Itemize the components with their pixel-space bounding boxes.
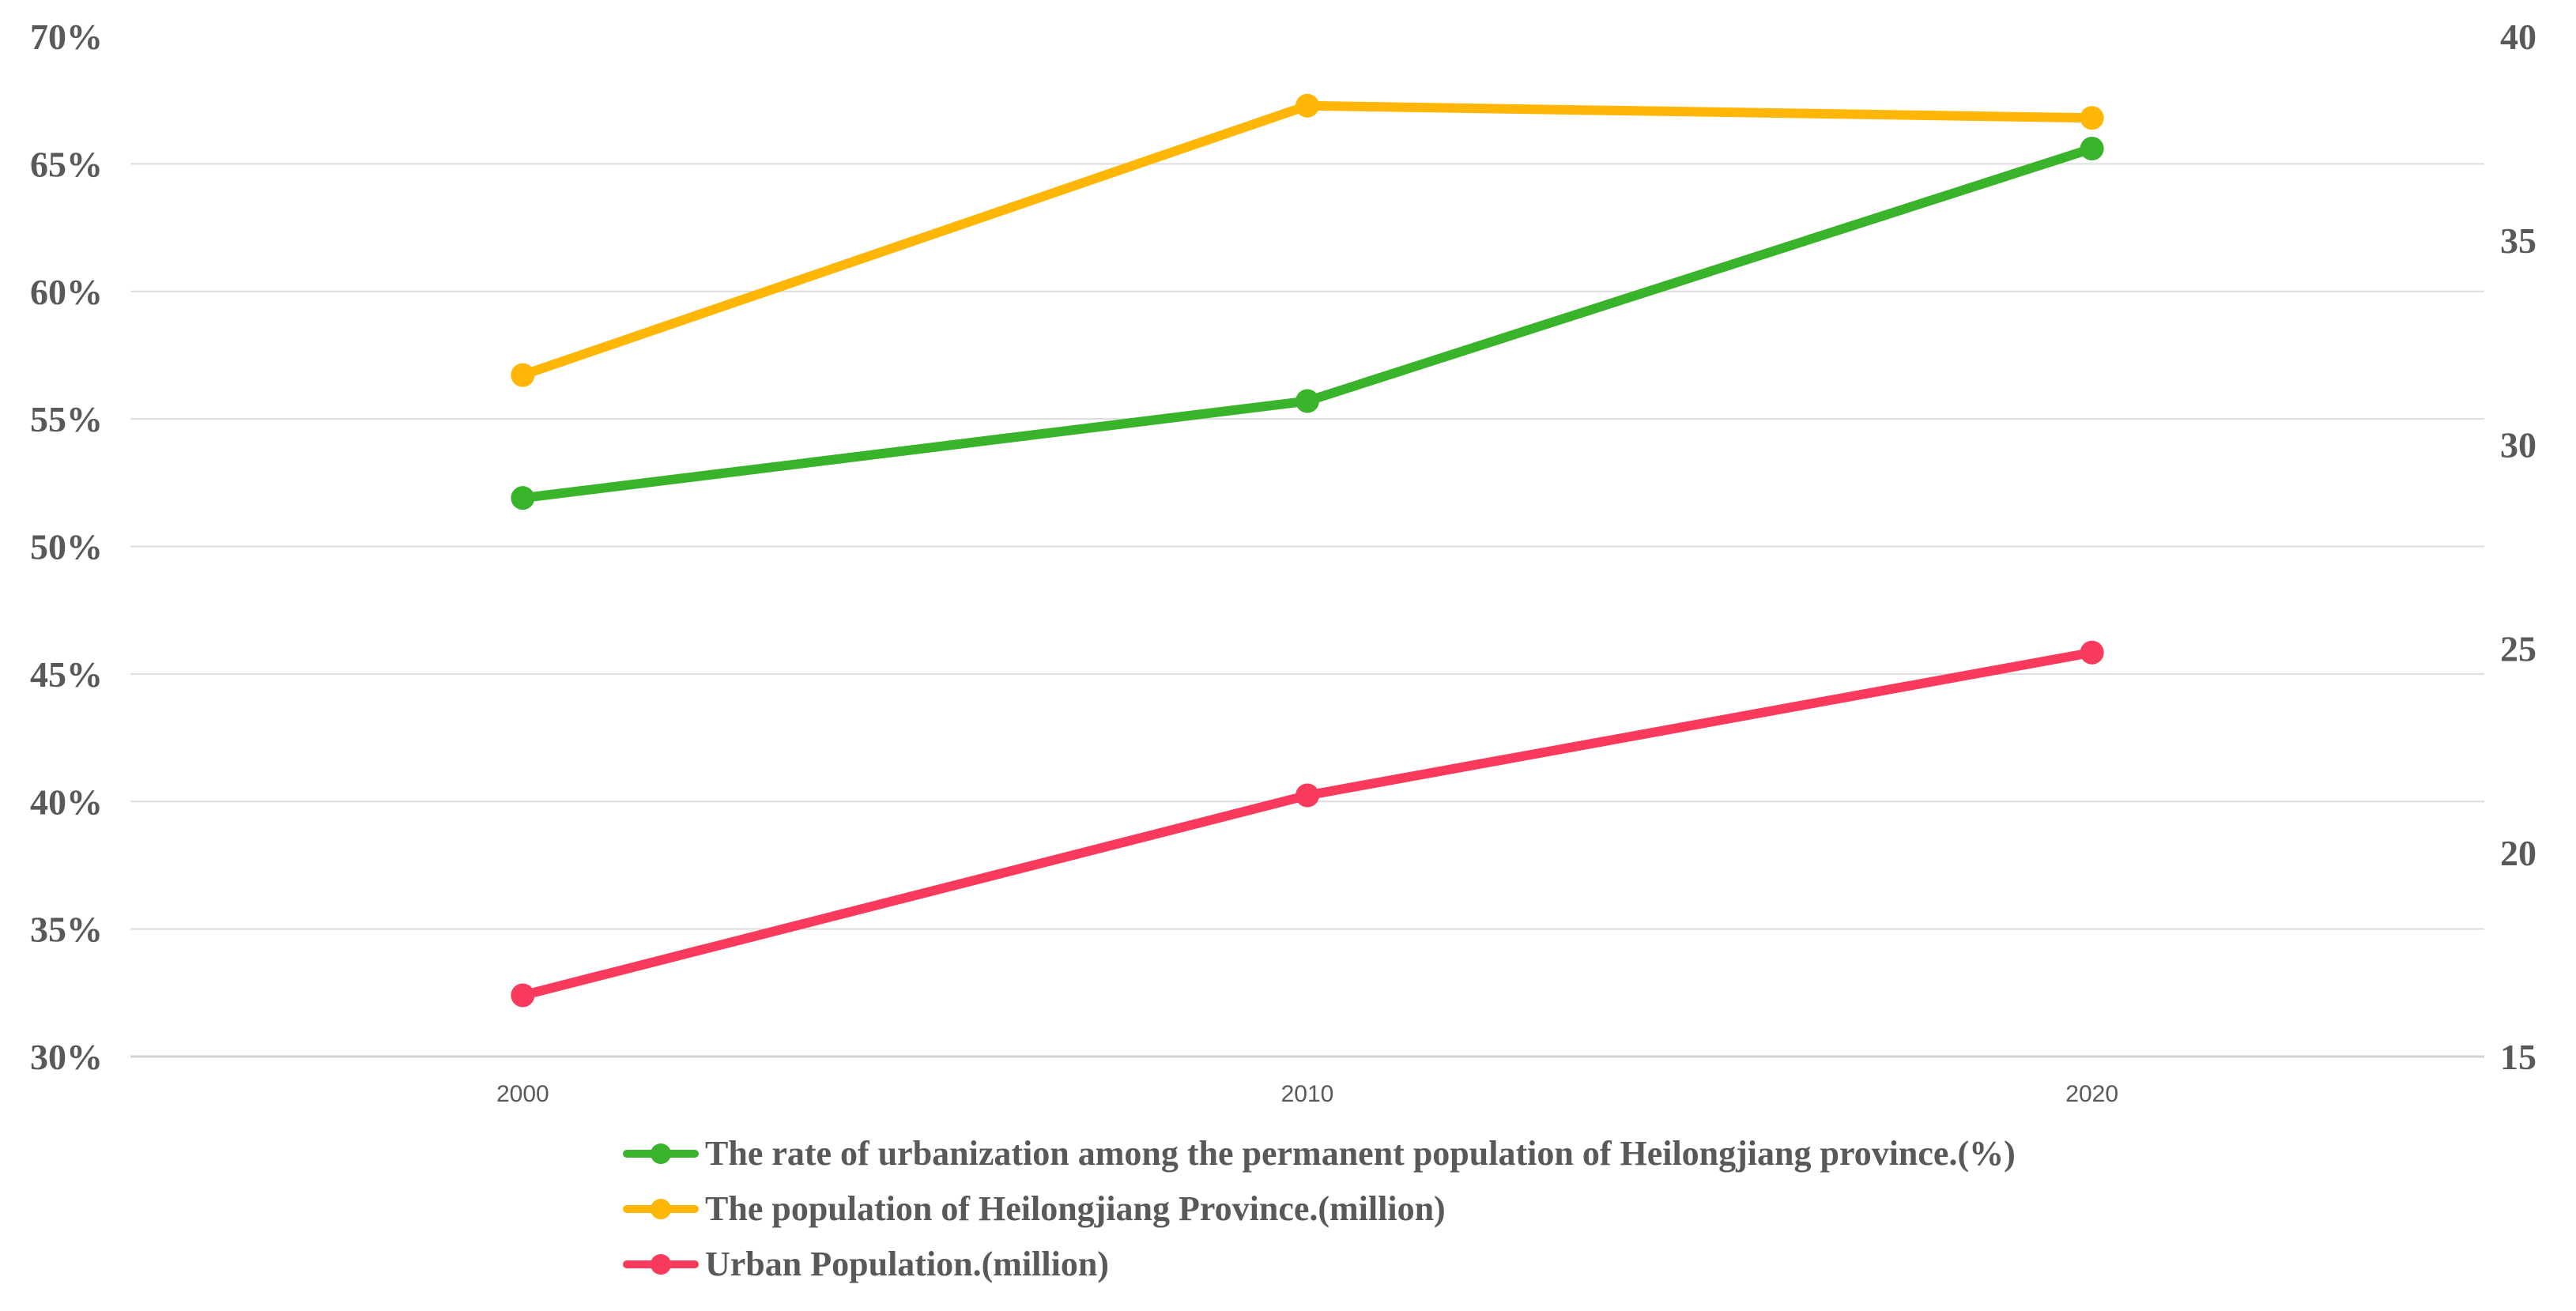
- left-axis-tick-label: 35%: [30, 910, 103, 950]
- series-line-2: [518, 647, 2097, 1000]
- legend-marker-icon: [623, 1135, 699, 1173]
- legend-label: Urban Population.(million): [705, 1245, 1109, 1283]
- data-point: [511, 363, 535, 387]
- legend-label: The rate of urbanization among the perma…: [705, 1134, 2016, 1173]
- legend: The rate of urbanization among the perma…: [623, 1135, 2016, 1283]
- data-point: [2080, 640, 2104, 665]
- series-line-1: [518, 100, 2097, 380]
- right-axis-tick-label: 40: [2500, 17, 2536, 57]
- data-point: [2080, 137, 2104, 161]
- legend-dot-icon: [651, 1199, 671, 1219]
- left-axis-tick-label: 45%: [30, 654, 103, 695]
- data-point: [511, 486, 535, 510]
- legend-item: The rate of urbanization among the perma…: [623, 1135, 2016, 1173]
- data-point: [2080, 106, 2104, 130]
- legend-marker-icon: [623, 1190, 699, 1228]
- legend-dot-icon: [651, 1254, 671, 1275]
- data-point: [511, 983, 535, 1008]
- left-axis-tick-label: 55%: [30, 399, 103, 439]
- right-axis-tick-label: 20: [2500, 833, 2536, 873]
- legend-item: The population of Heilongjiang Province.…: [623, 1190, 2016, 1228]
- right-axis-tick-label: 35: [2500, 220, 2536, 261]
- data-point: [1296, 93, 1319, 118]
- x-axis-label: 2000: [496, 1081, 549, 1107]
- left-axis-tick-label: 70%: [30, 17, 103, 57]
- legend-dot-icon: [651, 1143, 671, 1164]
- left-axis-tick-label: 40%: [30, 782, 103, 822]
- left-axis-tick-label: 30%: [30, 1037, 103, 1077]
- series-line-0: [518, 144, 2097, 503]
- right-axis-tick-label: 15: [2500, 1037, 2536, 1077]
- legend-marker-icon: [623, 1245, 699, 1283]
- x-axis-label: 2010: [1281, 1081, 1334, 1107]
- left-axis-tick-label: 50%: [30, 527, 103, 567]
- right-axis-tick-label: 30: [2500, 424, 2536, 465]
- right-axis-tick-label: 25: [2500, 629, 2536, 669]
- legend-label: The population of Heilongjiang Province.…: [705, 1189, 1446, 1228]
- left-axis-tick-label: 65%: [30, 144, 103, 184]
- legend-item: Urban Population.(million): [623, 1245, 2016, 1283]
- left-axis-tick-label: 60%: [30, 272, 103, 312]
- data-point: [1296, 783, 1319, 808]
- x-axis-label: 2020: [2065, 1081, 2118, 1107]
- data-point: [1296, 389, 1319, 413]
